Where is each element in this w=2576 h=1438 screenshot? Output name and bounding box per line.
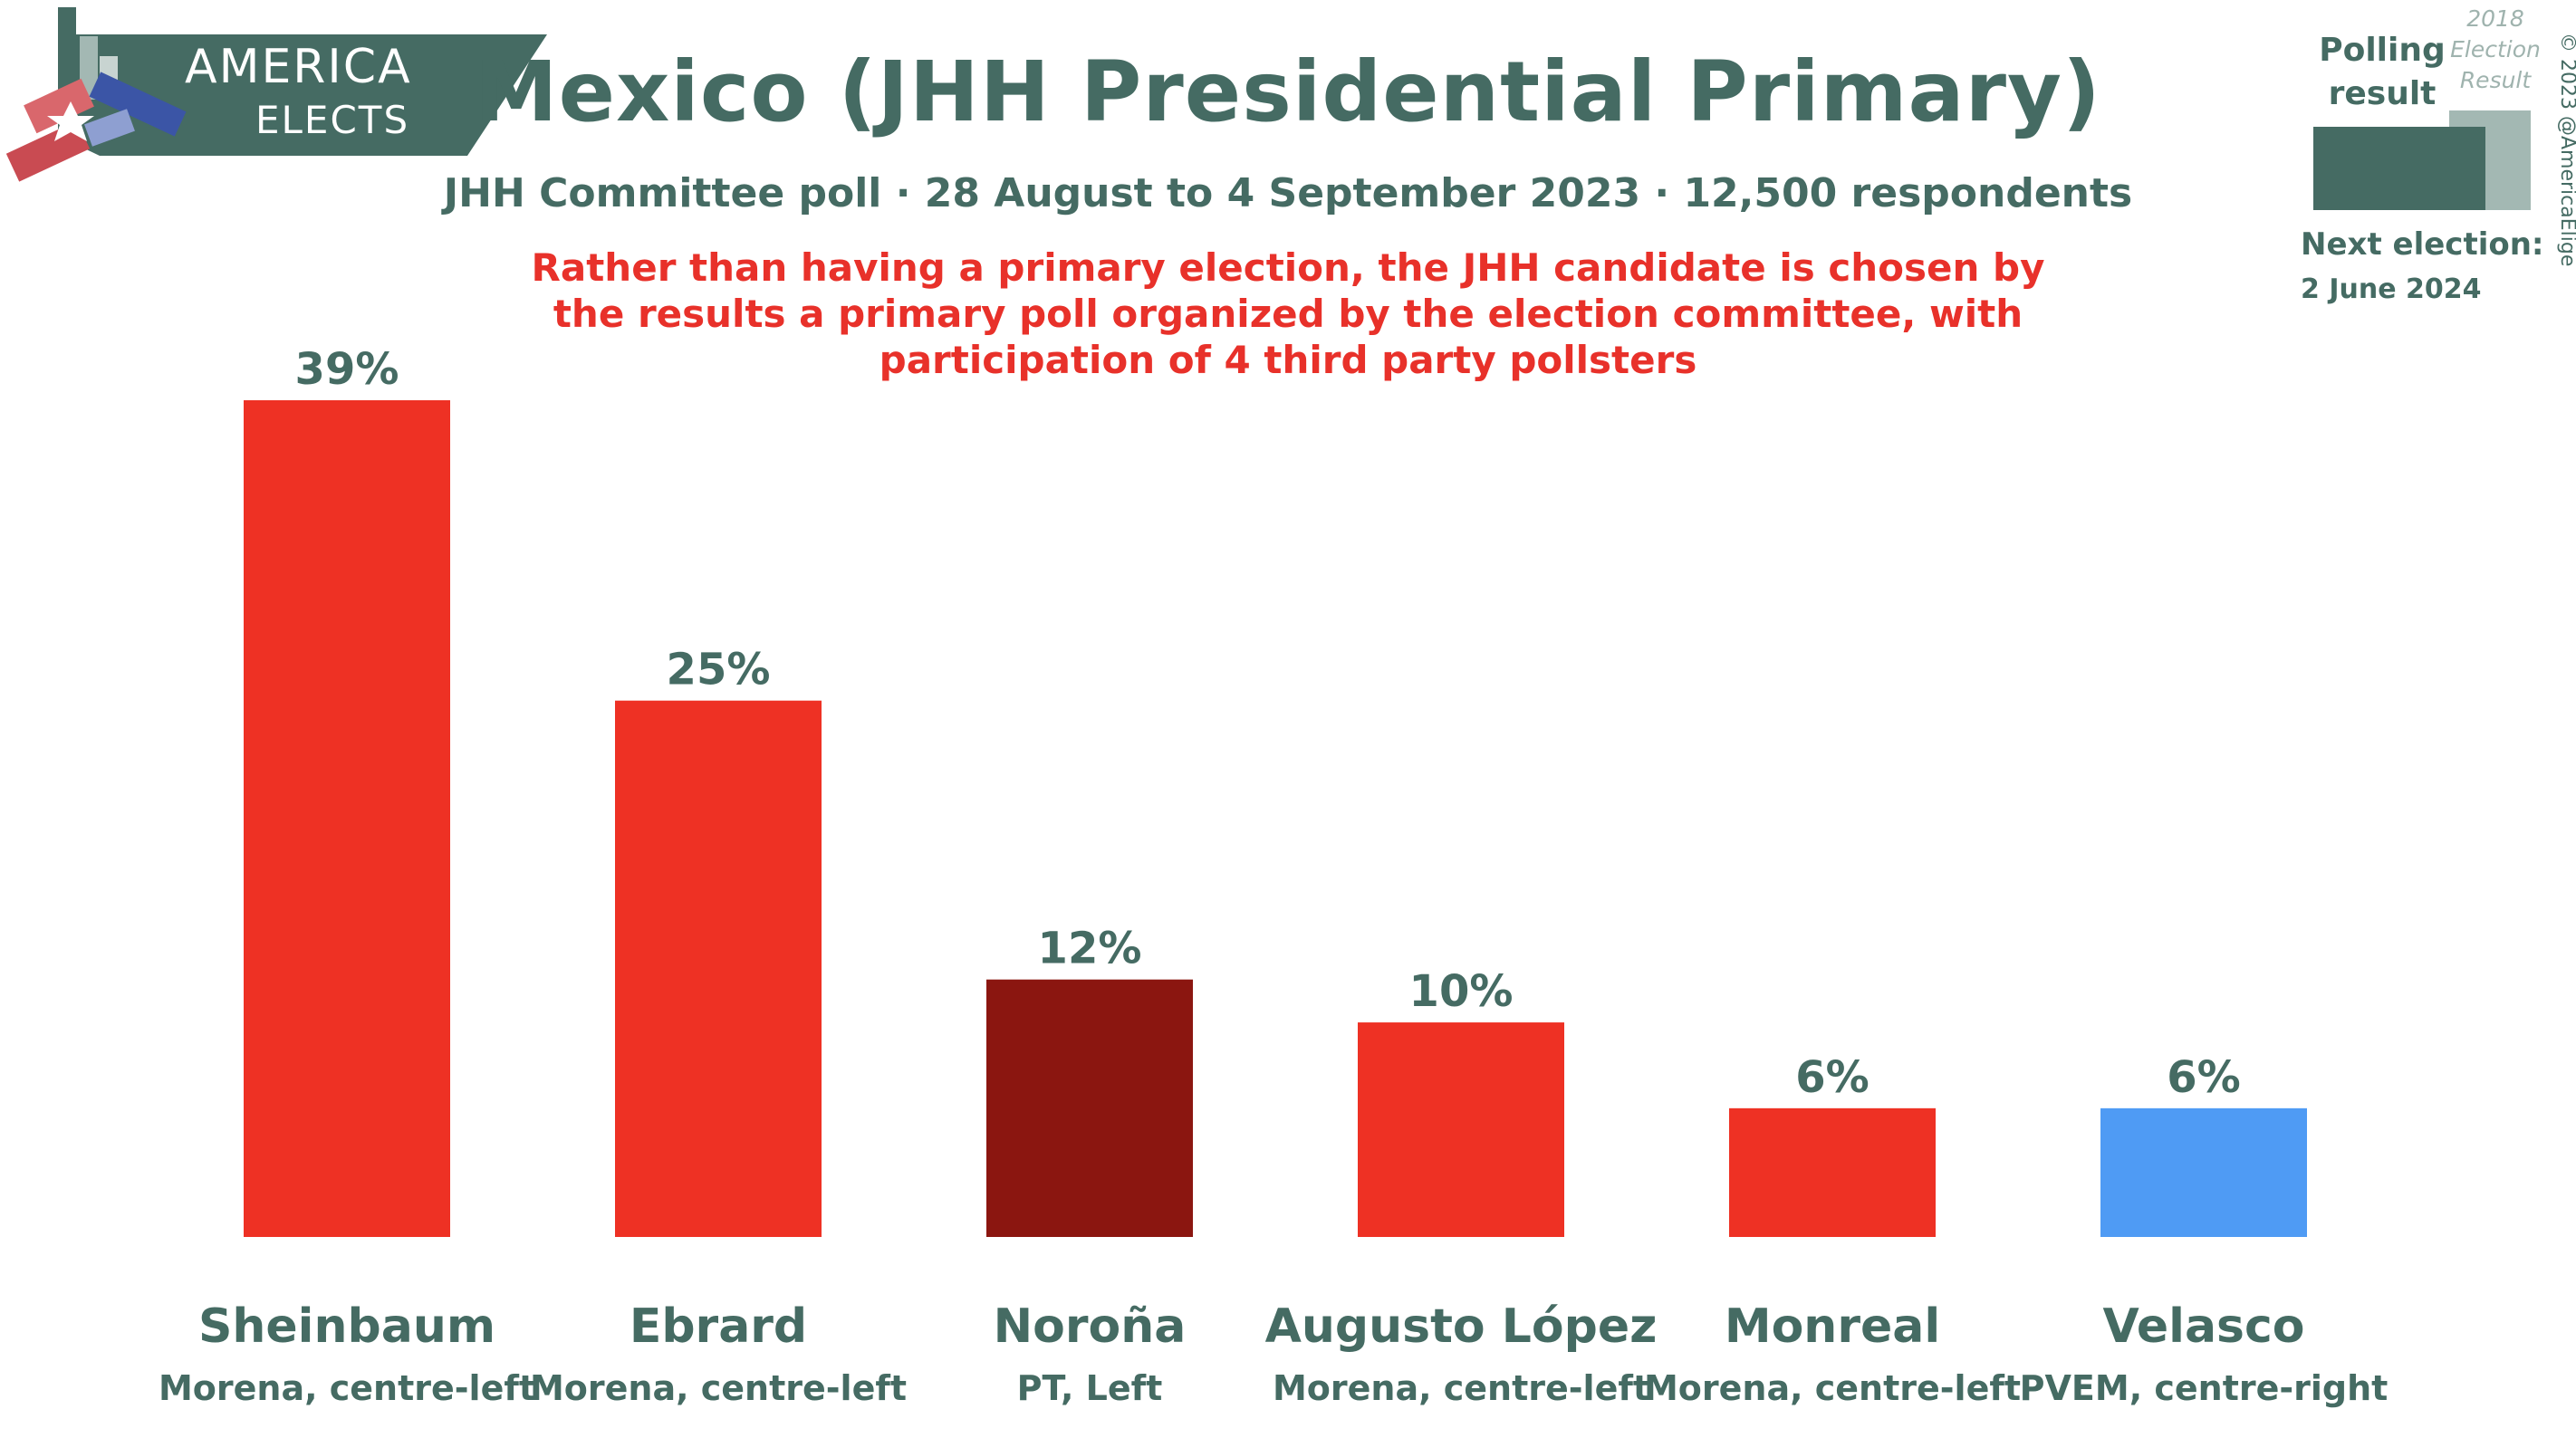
logo-text-elects: ELECTS: [255, 98, 410, 142]
poll-subtitle: JHH Committee poll · 28 August to 4 Sept…: [443, 170, 2133, 216]
bar-monreal: [1729, 1107, 1936, 1237]
legend-polling-swatch: [2313, 127, 2485, 210]
bar-sheinbaum: [244, 400, 450, 1237]
legend-polling-label: Polling result: [2319, 32, 2446, 112]
party-label-norona: PT, Left: [1017, 1368, 1163, 1408]
next-election-date: 2 June 2024: [2301, 273, 2482, 305]
party-label-velasco: PVEM, centre-right: [2020, 1368, 2389, 1408]
methodology-note: Rather than having a primary election, t…: [531, 245, 2045, 382]
bar-velasco: [2100, 1107, 2307, 1237]
value-label-norona: 12%: [1038, 924, 1142, 974]
value-label-monreal: 6%: [1795, 1052, 1870, 1103]
logo-graphic: [5, 7, 547, 182]
bar-norona: [986, 979, 1193, 1237]
legend-election-label: 2018 Election Result: [2450, 5, 2541, 93]
party-label-augusto-lopez: Morena, centre-left: [1273, 1368, 1649, 1408]
value-label-velasco: 6%: [2167, 1052, 2241, 1103]
page-title: Mexico (JHH Presidential Primary): [475, 43, 2101, 140]
category-label-norona: Noroña: [994, 1299, 1187, 1354]
bar-augusto-lopez: [1358, 1022, 1564, 1237]
category-label-ebrard: Ebrard: [630, 1299, 807, 1354]
category-label-augusto-lopez: Augusto López: [1265, 1299, 1658, 1354]
bar-ebrard: [615, 700, 822, 1237]
america-elects-logo: AMERICA ELECTS: [0, 0, 553, 190]
category-label-velasco: Velasco: [2102, 1299, 2304, 1354]
value-label-ebrard: 25%: [667, 645, 771, 695]
legend-swatches: [2313, 110, 2531, 210]
category-label-sheinbaum: Sheinbaum: [198, 1299, 495, 1354]
value-label-augusto-lopez: 10%: [1409, 966, 1514, 1017]
party-label-sheinbaum: Morena, centre-left: [159, 1368, 535, 1408]
logo-text-america: AMERICA: [185, 40, 412, 94]
next-election-label: Next election:: [2301, 226, 2544, 263]
party-label-monreal: Morena, centre-left: [1644, 1368, 2021, 1408]
value-label-sheinbaum: 39%: [295, 344, 399, 395]
category-label-monreal: Monreal: [1725, 1299, 1940, 1354]
party-label-ebrard: Morena, centre-left: [530, 1368, 907, 1408]
